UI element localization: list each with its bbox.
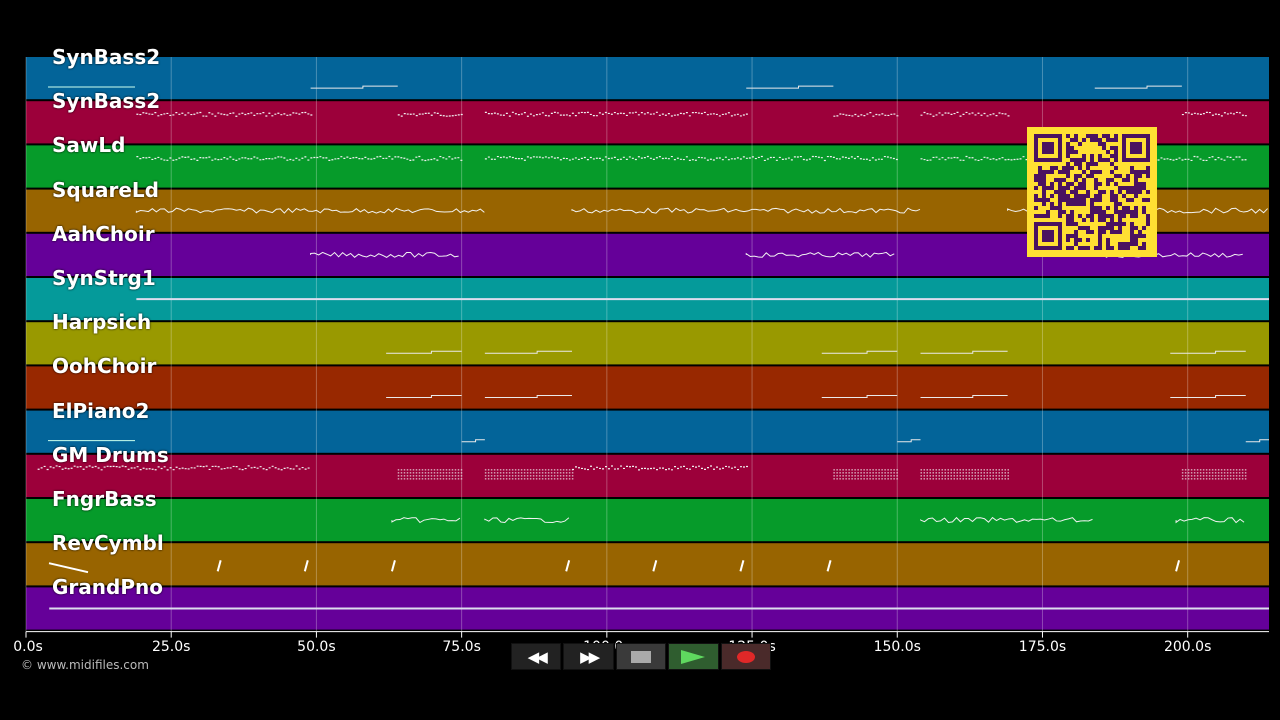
note-segment: [310, 85, 398, 89]
note-layer: [37, 85, 1269, 610]
track-label: FngrBass: [52, 487, 157, 511]
note-segment: [1094, 85, 1182, 89]
note-segment: [461, 439, 485, 443]
note-segment: [821, 350, 898, 354]
fast-forward-icon: ▶▶: [580, 647, 600, 666]
tick-label: 150.0s: [873, 639, 921, 655]
cymbal-hit: [390, 560, 396, 572]
rewind-icon: ◀◀: [527, 647, 548, 666]
track-label: GrandPno: [52, 575, 163, 600]
track-label: RevCymbl: [52, 531, 164, 556]
note-segment: [484, 469, 574, 480]
tick-label: 25.0s: [151, 639, 191, 655]
note-segment: [746, 85, 834, 89]
track-band: [26, 322, 1269, 365]
track-band: [26, 410, 1269, 453]
note-segment: [833, 469, 898, 480]
note-segment: [821, 395, 898, 398]
track-label: Harpsich: [52, 310, 152, 335]
note-segment: [484, 395, 572, 398]
note-segment: [571, 207, 921, 214]
note-segment: [1181, 469, 1247, 480]
track-label: SynBass2: [52, 89, 161, 114]
record-button[interactable]: [720, 643, 772, 670]
note-segment: [391, 517, 461, 524]
time-grid: [25, 57, 1269, 638]
tick-label: 200.0s: [1163, 639, 1212, 655]
note-segment: [1175, 517, 1245, 524]
note-segment: [1170, 350, 1246, 354]
track-band: [26, 454, 1269, 497]
tick-label: 75.0s: [442, 639, 481, 655]
note-segment: [136, 111, 313, 117]
fast-forward-button[interactable]: ▶▶: [563, 643, 614, 670]
note-segment: [1170, 395, 1246, 398]
cymbal-hit: [216, 560, 222, 572]
note-segment: [1245, 439, 1269, 443]
note-segment: [920, 350, 1008, 354]
note-segment: [37, 465, 310, 471]
track-label: ElPiano2: [52, 398, 150, 423]
cymbal-sweep: [48, 562, 89, 574]
note-segment: [920, 395, 1008, 398]
note-segment: [386, 350, 462, 354]
tick-label: 0.0s: [13, 639, 43, 655]
cymbal-hit: [739, 560, 745, 572]
stop-button[interactable]: [615, 643, 667, 670]
note-segment: [919, 516, 1093, 523]
rewind-button[interactable]: ◀◀: [511, 643, 562, 670]
track-label: SawLd: [52, 133, 126, 158]
play-icon: [681, 649, 706, 664]
note-segment: [833, 112, 899, 117]
track-label: AahChoir: [52, 221, 155, 246]
stop-icon: [631, 650, 652, 663]
track-band: [26, 366, 1269, 409]
copyright-text: © www.midifiles.com: [21, 658, 149, 672]
note-segment: [745, 251, 895, 258]
track-label: SynStrg1: [52, 266, 156, 290]
track-band: [26, 57, 1269, 100]
note-segment: [920, 111, 1010, 117]
qr-code: [1027, 127, 1157, 257]
play-button[interactable]: [668, 643, 719, 670]
track-band: [26, 543, 1269, 586]
track-label: SynBass2: [52, 45, 161, 69]
note-segment: [397, 112, 463, 117]
track-label: SquareLd: [52, 177, 159, 202]
cymbal-hit: [303, 560, 309, 572]
note-segment: [135, 207, 485, 214]
note-segment: [310, 251, 459, 258]
note-segment: [920, 469, 1009, 480]
cymbal-hit: [652, 560, 658, 572]
note-segment: [397, 469, 463, 480]
cymbal-hit: [565, 560, 571, 572]
note-segment: [484, 517, 570, 524]
note-segment: [1181, 111, 1247, 117]
tick-label: 175.0s: [1018, 639, 1067, 655]
transport-controls: ◀◀ ▶▶: [511, 643, 772, 670]
record-icon: [736, 650, 755, 663]
note-segment: [484, 350, 572, 354]
note-segment: [897, 439, 921, 443]
note-segment: [484, 155, 898, 162]
track-label: GM Drums: [52, 442, 169, 467]
cymbal-hit: [826, 560, 832, 572]
tick-label: 50.0s: [297, 639, 336, 655]
note-segment: [484, 111, 748, 117]
track-label: OohChoir: [52, 354, 157, 379]
note-segment: [571, 465, 748, 471]
note-segment: [136, 155, 463, 162]
cymbal-hit: [1175, 560, 1181, 572]
track-band: [26, 499, 1269, 542]
note-segment: [386, 395, 462, 398]
